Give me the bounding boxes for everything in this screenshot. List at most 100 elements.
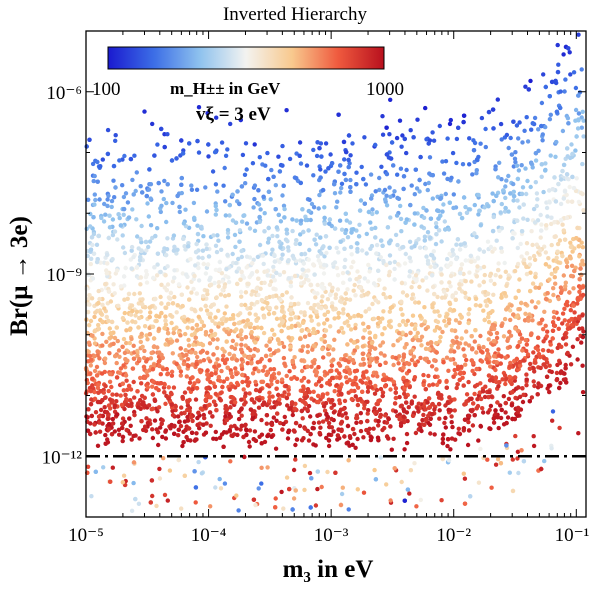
data-point xyxy=(374,210,379,215)
data-point xyxy=(240,152,246,158)
data-point xyxy=(454,242,459,247)
data-point xyxy=(324,435,329,441)
data-point xyxy=(521,392,526,397)
data-point xyxy=(273,446,279,451)
data-point xyxy=(581,134,586,139)
data-point xyxy=(243,343,248,348)
data-point xyxy=(214,408,219,413)
data-point xyxy=(101,465,106,470)
data-point xyxy=(416,409,421,414)
data-point xyxy=(277,239,282,245)
data-point xyxy=(204,386,209,391)
data-point xyxy=(186,337,191,343)
data-point xyxy=(374,410,379,415)
data-point xyxy=(299,348,304,353)
data-point xyxy=(201,422,206,427)
data-point xyxy=(345,270,350,275)
data-point xyxy=(501,394,506,399)
data-point xyxy=(398,166,404,171)
data-point xyxy=(553,281,558,286)
data-point xyxy=(165,498,170,503)
data-point xyxy=(124,328,129,333)
data-point xyxy=(271,351,277,356)
data-point xyxy=(392,466,397,471)
data-point xyxy=(208,504,213,509)
data-point xyxy=(517,363,523,368)
data-point xyxy=(543,250,548,255)
data-point xyxy=(512,416,517,422)
data-point xyxy=(461,347,466,352)
data-point xyxy=(163,314,168,319)
data-point xyxy=(321,355,326,360)
data-point xyxy=(433,241,439,247)
data-point xyxy=(319,154,324,159)
data-point xyxy=(223,153,229,158)
data-point xyxy=(260,368,266,373)
data-point xyxy=(163,322,169,327)
data-point xyxy=(528,361,533,367)
data-point xyxy=(139,331,144,337)
data-point xyxy=(322,205,327,210)
data-point xyxy=(491,420,497,425)
data-point xyxy=(490,228,496,234)
data-point xyxy=(349,252,354,257)
data-point xyxy=(343,291,348,296)
data-point xyxy=(481,279,486,285)
data-point xyxy=(125,200,131,205)
data-point xyxy=(107,371,113,377)
data-point xyxy=(356,312,361,318)
data-point xyxy=(479,359,485,364)
data-point xyxy=(387,294,393,300)
data-point xyxy=(577,289,582,294)
data-point xyxy=(104,339,109,344)
data-point xyxy=(393,395,399,401)
data-point xyxy=(213,371,218,376)
data-point xyxy=(224,267,229,272)
data-point xyxy=(494,360,500,365)
data-point xyxy=(551,315,557,320)
data-point xyxy=(249,360,254,365)
data-point xyxy=(224,317,230,322)
data-point xyxy=(253,340,258,345)
data-point xyxy=(219,140,225,145)
data-point xyxy=(564,380,569,385)
data-point xyxy=(408,128,413,133)
data-point xyxy=(380,243,385,248)
data-point xyxy=(287,156,293,162)
data-point xyxy=(503,410,508,415)
data-point xyxy=(450,150,456,156)
data-point xyxy=(347,220,353,225)
data-point xyxy=(113,133,118,138)
data-point xyxy=(547,363,552,368)
data-point xyxy=(106,289,112,294)
data-point xyxy=(513,433,518,439)
data-point xyxy=(144,359,149,364)
data-point xyxy=(244,265,249,270)
data-point xyxy=(447,307,452,313)
data-point xyxy=(88,224,93,229)
data-point xyxy=(519,300,524,306)
data-point xyxy=(92,328,98,333)
data-point xyxy=(481,344,486,350)
data-point xyxy=(462,241,467,246)
data-point xyxy=(492,281,497,287)
data-point xyxy=(345,287,350,292)
data-point xyxy=(557,360,563,366)
data-point xyxy=(223,414,228,419)
data-point xyxy=(256,188,261,193)
data-point xyxy=(332,226,338,231)
data-point xyxy=(128,156,134,162)
data-point xyxy=(184,434,189,440)
data-point xyxy=(398,336,403,341)
data-point xyxy=(384,420,390,425)
data-point xyxy=(469,334,474,339)
data-point xyxy=(167,296,172,301)
data-point xyxy=(569,263,575,268)
data-point xyxy=(490,191,495,196)
data-point xyxy=(529,161,534,166)
data-point xyxy=(427,347,432,352)
data-point xyxy=(549,271,554,277)
data-point xyxy=(550,418,555,423)
data-point xyxy=(198,307,204,312)
data-point xyxy=(549,79,555,85)
